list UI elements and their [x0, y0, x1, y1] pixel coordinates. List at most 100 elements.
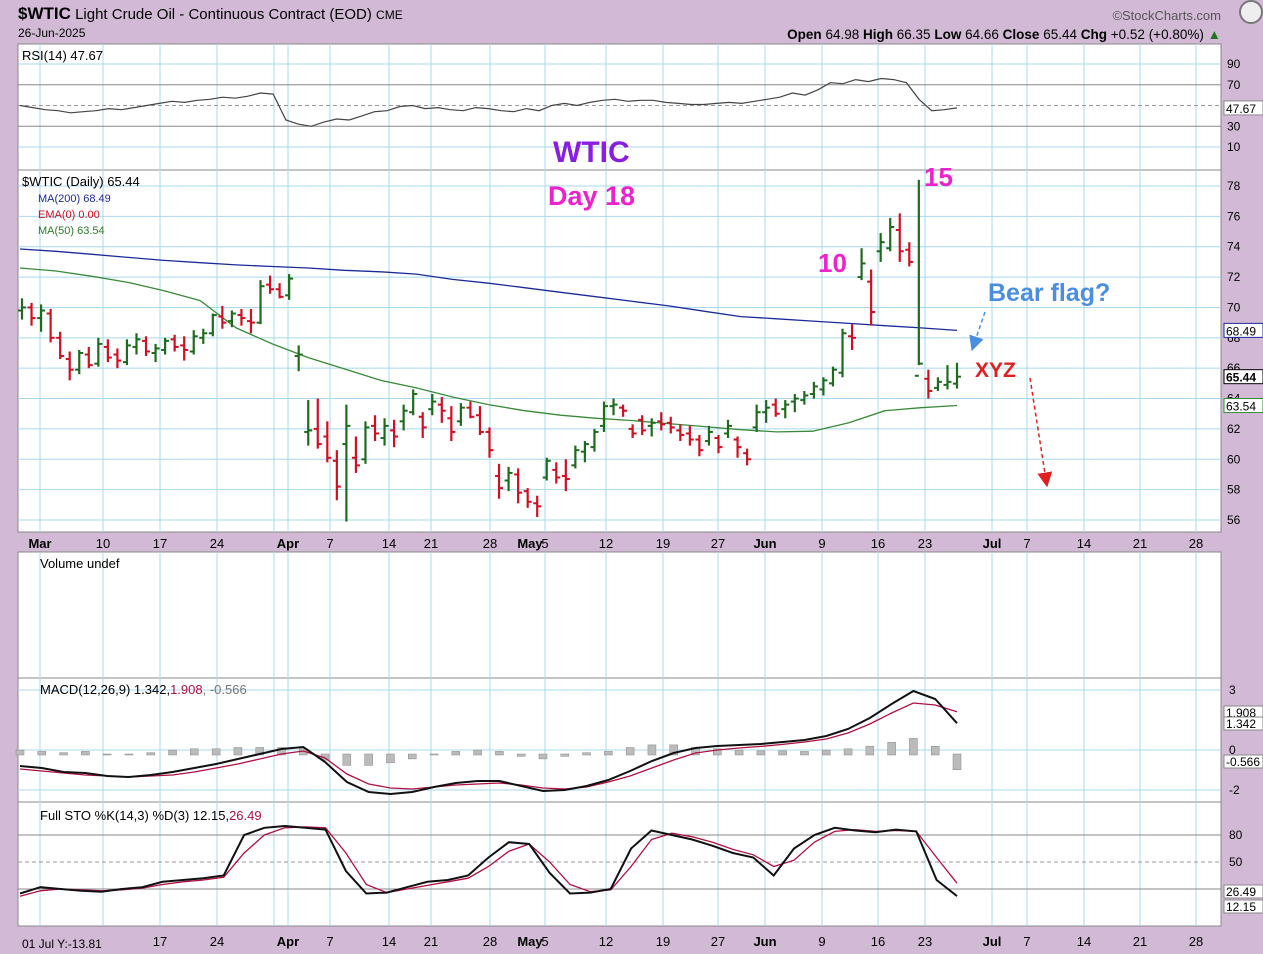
macd-histogram-bar: [102, 753, 112, 756]
annotation-day: Day 18: [548, 181, 635, 211]
ohlc-bar: [914, 179, 923, 377]
sto-d-line: [19, 826, 958, 897]
ohlc-bar: [580, 441, 589, 463]
sto-value-label: 26.49: [1226, 885, 1256, 899]
ohlc-bar: [142, 336, 151, 357]
sto-legend: Full STO %K(14,3) %D(3) 12.15,26.49: [40, 808, 262, 823]
x-tick-label-bottom: 28: [483, 934, 497, 949]
ohlc-bar: [848, 324, 857, 350]
macd-histogram-bar: [604, 751, 613, 756]
macd-histogram-bar: [756, 750, 766, 756]
ohlc-bar: [447, 406, 456, 442]
macd-panel: [17, 677, 1222, 803]
macd-histogram-bar: [800, 751, 809, 756]
x-tick-label: 7: [1023, 536, 1030, 551]
ohlc-bar: [943, 365, 952, 390]
ohlc-bar: [266, 275, 275, 294]
ohlc-bar: [657, 412, 666, 431]
ohlc-bar: [495, 463, 504, 499]
rsi-tick-label: 10: [1227, 140, 1241, 154]
macd-value-label: -0.566: [1226, 755, 1260, 769]
x-tick-label-bottom: 17: [153, 934, 167, 949]
ohlc-bar: [876, 233, 885, 262]
x-tick-label: 28: [1189, 536, 1203, 551]
chart-header: $WTIC Light Crude Oil - Continuous Contr…: [0, 0, 1263, 44]
x-tick-label-bottom: Jun: [753, 934, 776, 949]
bear-flag-arrow: [969, 311, 986, 352]
x-tick-label: 24: [210, 536, 224, 551]
ohlc-bar: [504, 466, 513, 492]
ohlc-bar: [809, 381, 818, 399]
ohlc-bar: [743, 448, 752, 466]
low-label: Low: [934, 27, 962, 42]
ohlc-bar: [676, 424, 685, 442]
ohlc-bar: [647, 418, 656, 437]
ma50-value-label: 63.54: [1226, 400, 1256, 414]
x-tick-label-bottom: 21: [424, 934, 438, 949]
ohlc-bar: [122, 339, 131, 366]
ohlc-bar: [828, 366, 837, 387]
ohlc-bar: [180, 336, 189, 361]
macd-legend: MACD(12,26,9) 1.342,1.908, -0.566: [40, 682, 247, 697]
ma200-legend: MA(200) 68.49: [38, 193, 111, 205]
x-tick-label: 17: [153, 536, 167, 551]
ohlc-bar: [437, 397, 446, 423]
ohlc-bar: [285, 274, 294, 300]
macd-histogram-bar: [211, 748, 221, 756]
x-tick-label: 14: [1077, 536, 1091, 551]
ohlc-bar: [199, 328, 208, 344]
x-tick-label: Apr: [277, 536, 299, 551]
macd-histogram-bar: [473, 749, 482, 756]
macd-histogram-bar: [647, 744, 657, 756]
chg-label: Chg: [1080, 27, 1108, 42]
macd-tick-label: -2: [1229, 783, 1240, 797]
macd-histogram-bar: [843, 748, 853, 756]
x-tick-label: Jun: [753, 536, 776, 551]
macd-histogram-bar: [168, 749, 177, 756]
settings-icon[interactable]: [1239, 0, 1263, 24]
ohlc-bar: [304, 400, 313, 446]
price-tick-label: 74: [1227, 240, 1241, 254]
chart-title: $WTIC Light Crude Oil - Continuous Contr…: [18, 4, 403, 24]
ohlc-bar: [762, 400, 771, 423]
ohlc-bar: [237, 308, 246, 326]
x-tick-label-bottom: Apr: [277, 934, 299, 949]
rsi-tick-label: 30: [1227, 119, 1241, 133]
x-tick-label-bottom: 14: [382, 934, 396, 949]
macd-histogram-bar: [190, 748, 199, 756]
x-tick-label-bottom: May: [517, 934, 543, 949]
x-tick-label: 27: [711, 536, 725, 551]
x-tick-label: 9: [818, 536, 825, 551]
macd-histogram-bar: [124, 753, 134, 756]
rsi-current-label: 47.67: [1226, 102, 1256, 116]
ohlc-bar: [771, 398, 780, 417]
close-value-label: 65.44: [1226, 371, 1256, 385]
close-value-label-box: [1223, 369, 1263, 385]
ohlc-bar: [361, 421, 370, 464]
price-tick-label: 70: [1227, 300, 1241, 314]
ohlc-bar: [609, 398, 618, 416]
ohlc-bar: [533, 495, 542, 517]
rsi-current-box: [1223, 100, 1263, 116]
ohlc-bar: [246, 308, 255, 334]
macd-histogram-bar: [625, 747, 635, 756]
grid-lines: [39, 44, 1197, 926]
ohlc-bar: [695, 434, 704, 457]
macd-histogram-bar: [713, 748, 722, 756]
x-tick-label: 21: [424, 536, 438, 551]
sto-value-box: [1223, 884, 1263, 899]
x-tick-label: 21: [1133, 536, 1147, 551]
macd-histogram-bar: [952, 753, 962, 770]
ohlc-bar: [733, 436, 742, 458]
price-legend-main: $WTIC (Daily) 65.44: [22, 174, 140, 189]
ohlc-bar: [37, 304, 46, 332]
x-tick-label-bottom: 16: [871, 934, 885, 949]
annotation-ten: 10: [818, 248, 847, 278]
price-tick-label: 56: [1227, 513, 1241, 527]
macd-legend-c: , -0.566: [203, 682, 247, 697]
macd-histogram-bar: [887, 742, 896, 756]
rsi-line: [19, 77, 958, 127]
axis-labels: 9070301047.6778767472706866646260585668.…: [28, 57, 1263, 949]
ohlc-bar: [313, 398, 322, 449]
